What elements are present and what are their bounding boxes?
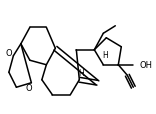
Text: OH: OH [139, 61, 152, 70]
Text: H: H [78, 68, 84, 77]
Text: O: O [25, 83, 32, 92]
Text: H: H [102, 50, 108, 59]
Text: O: O [6, 49, 12, 58]
